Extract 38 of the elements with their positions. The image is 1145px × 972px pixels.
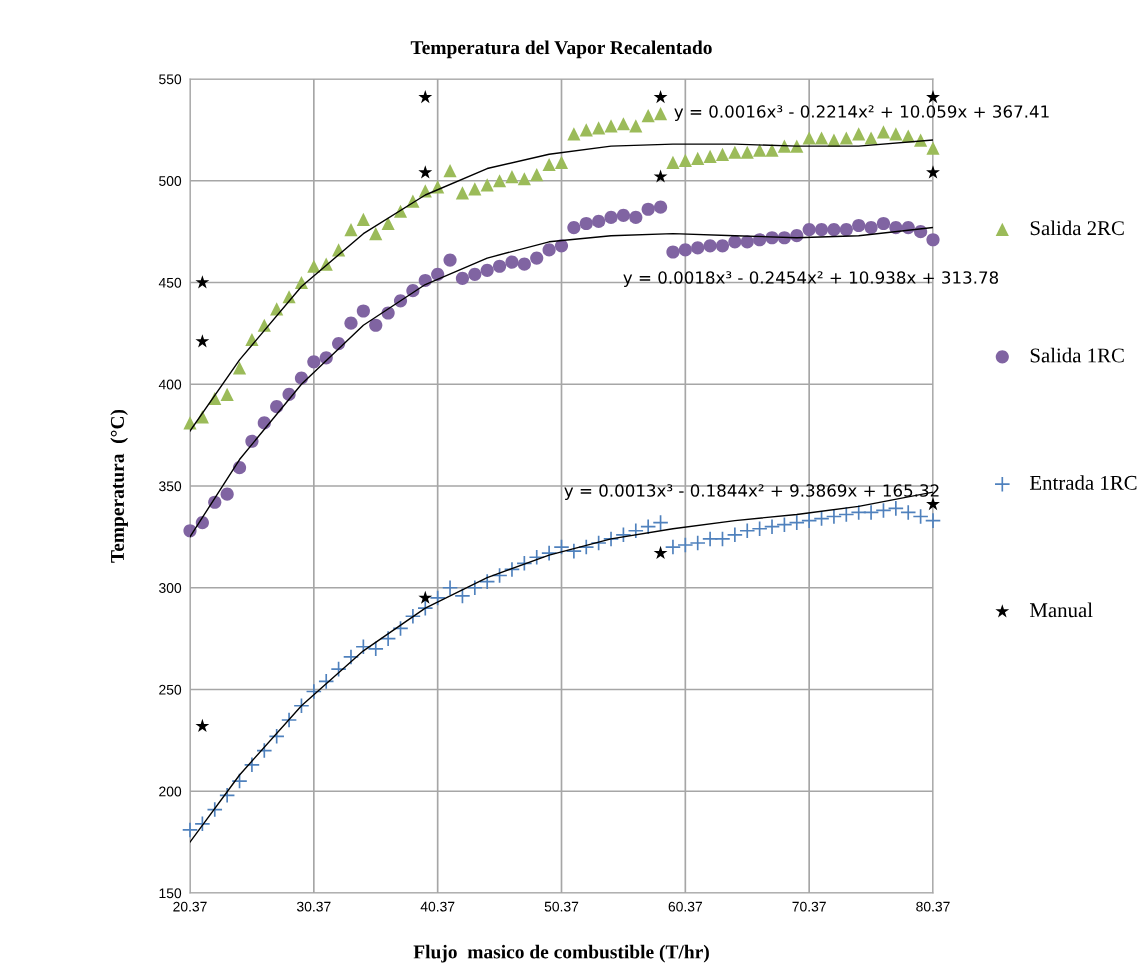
point	[195, 275, 210, 289]
y-tick-label: 500	[159, 176, 182, 186]
x-tick-label: 50.37	[544, 901, 579, 912]
legend-label: Salida 2RC	[1030, 220, 1124, 236]
point	[653, 90, 668, 104]
legend-label: Entrada 1RC	[1029, 475, 1137, 490]
point	[418, 590, 433, 604]
point	[195, 718, 210, 733]
x-tick-label: 60.37	[668, 901, 703, 912]
point	[195, 334, 210, 348]
annotation: y = 0.0018x³ - 0.2454x² + 10.938x + 313.78	[623, 271, 999, 288]
point	[926, 165, 940, 179]
x-axis-title: Flujo masico de combustible (T/hr)	[413, 944, 709, 963]
x-tick-label: 40.37	[420, 901, 455, 912]
x-tick-label: 30.37	[296, 901, 331, 912]
legend-label: Salida 1RC	[1030, 347, 1124, 363]
y-tick-label: 250	[159, 684, 182, 695]
point	[418, 90, 433, 104]
x-tick-label: 20.37	[173, 901, 207, 912]
y-tick-label: 550	[159, 74, 182, 85]
y-tick-label: 200	[159, 786, 182, 797]
x-tick-label: 80.37	[916, 901, 950, 912]
point	[653, 545, 668, 560]
y-tick-label: 300	[159, 583, 182, 593]
point	[418, 165, 433, 179]
annotation: y = 0.0016x³ - 0.2214x² + 10.059x + 367.41	[674, 105, 1049, 122]
chart-title: Temperatura del Vapor Recalentado	[410, 40, 712, 59]
point	[926, 497, 940, 511]
y-tick-label: 350	[159, 481, 182, 492]
x-tick-label: 70.37	[792, 901, 826, 912]
point	[926, 90, 940, 104]
point	[653, 169, 668, 183]
legend-label: Manual	[1029, 602, 1093, 618]
y-tick-label: 400	[158, 379, 182, 390]
y-tick-label: 450	[158, 277, 182, 288]
annotation: y = 0.0013x³ - 0.1844x² + 9.3869x + 165.32	[564, 484, 939, 501]
y-tick-label: 150	[159, 888, 182, 899]
y-axis-title: Temperatura (°C)	[110, 409, 128, 563]
